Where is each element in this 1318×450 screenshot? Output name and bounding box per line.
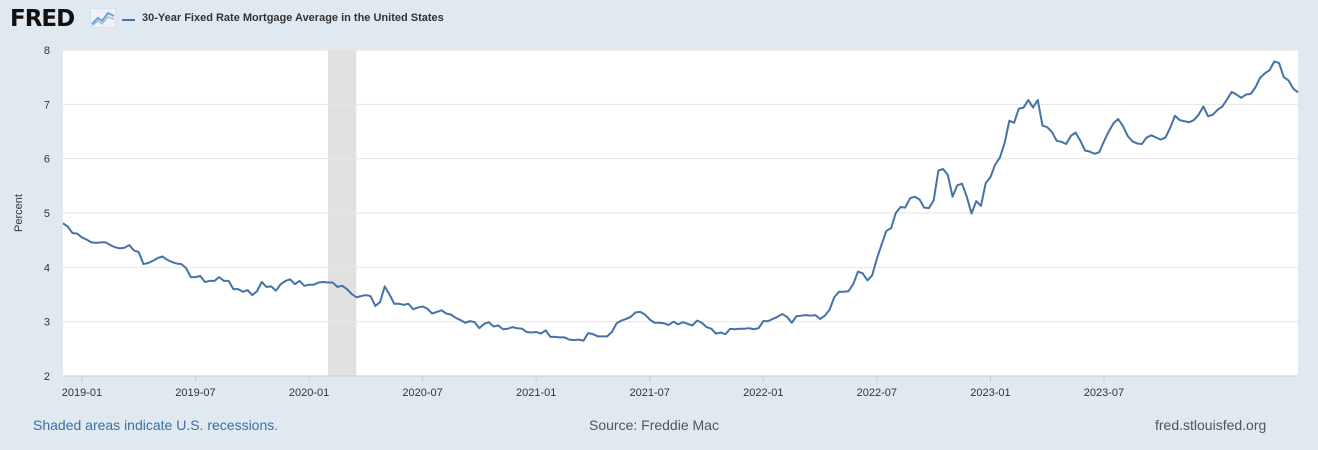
chart-header: FRED 30-Year Fixed Rate Mortgage Average… xyxy=(0,0,1318,40)
y-tick-label: 6 xyxy=(44,154,50,166)
x-tick-label: 2020-07 xyxy=(402,387,442,399)
y-tick-label: 5 xyxy=(44,208,50,220)
y-tick-label: 8 xyxy=(44,45,50,57)
y-axis-title: Percent xyxy=(13,194,25,232)
x-tick-label: 2023-07 xyxy=(1084,387,1124,399)
fred-url[interactable]: fred.stlouisfed.org xyxy=(1155,417,1267,433)
recession-note-link[interactable]: Shaded areas indicate U.S. recessions. xyxy=(33,417,279,433)
x-tick-label: 2022-01 xyxy=(743,387,783,399)
fred-logo[interactable]: FRED xyxy=(10,6,75,32)
x-tick-label: 2020-01 xyxy=(289,387,329,399)
x-tick-label: 2019-07 xyxy=(175,387,215,399)
legend-swatch xyxy=(122,19,135,21)
x-tick-label: 2019-01 xyxy=(62,387,102,399)
x-tick-label: 2022-07 xyxy=(857,387,897,399)
y-tick-label: 4 xyxy=(44,262,50,274)
x-tick-label: 2023-01 xyxy=(970,387,1010,399)
y-tick-label: 7 xyxy=(44,99,50,111)
x-axis: 2019-01 2019-07 2020-01 2020-07 2021-01 2021-… xyxy=(62,375,1298,399)
x-tick-label: 2021-01 xyxy=(516,387,556,399)
y-tick-label: 3 xyxy=(44,317,50,329)
source-note: Source: Freddie Mac xyxy=(589,417,719,433)
series-line[interactable] xyxy=(62,60,1299,342)
legend-label: 30-Year Fixed Rate Mortgage Average in t… xyxy=(142,12,444,24)
y-axis: 2 3 4 5 6 7 8 xyxy=(44,45,50,383)
line-chart[interactable]: 2 3 4 5 6 7 8 2019-01 2019-07 2020-01 2020-07 2021… xyxy=(0,40,1318,415)
y-tick-label: 2 xyxy=(44,371,50,383)
x-tick-label: 2021-07 xyxy=(630,387,670,399)
fred-graph-icon xyxy=(90,8,116,28)
